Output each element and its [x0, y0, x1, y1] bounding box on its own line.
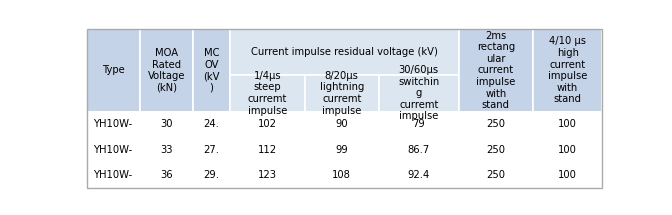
Text: 33: 33: [160, 145, 173, 155]
Bar: [533, 163, 602, 188]
Text: 36: 36: [160, 170, 173, 180]
Bar: [304, 75, 379, 112]
Text: 250: 250: [487, 170, 505, 180]
Bar: [379, 112, 459, 137]
Bar: [533, 29, 602, 112]
Text: 100: 100: [558, 120, 577, 129]
Text: Type: Type: [101, 65, 124, 75]
Text: 8/20μs
lightning
curremt
impulse: 8/20μs lightning curremt impulse: [320, 71, 364, 115]
Bar: [379, 137, 459, 163]
Text: 100: 100: [558, 145, 577, 155]
Bar: [87, 29, 140, 112]
Bar: [230, 163, 304, 188]
Text: YH10W-: YH10W-: [93, 145, 133, 155]
Bar: [87, 163, 140, 188]
Bar: [193, 29, 230, 112]
Bar: [533, 137, 602, 163]
Text: 90: 90: [335, 120, 348, 129]
Text: 1/4μs
steep
curremt
impulse: 1/4μs steep curremt impulse: [248, 71, 287, 115]
Bar: [304, 163, 379, 188]
Bar: [533, 112, 602, 137]
Text: Current impulse residual voltage (kV): Current impulse residual voltage (kV): [251, 47, 438, 57]
Bar: [230, 29, 459, 75]
Bar: [140, 137, 193, 163]
Text: 4/10 μs
high
current
impulse
with
stand: 4/10 μs high current impulse with stand: [548, 36, 587, 104]
Bar: [304, 112, 379, 137]
Bar: [230, 137, 304, 163]
Text: 100: 100: [558, 170, 577, 180]
Text: 30/60μs
switchin
g
curremt
impulse: 30/60μs switchin g curremt impulse: [398, 65, 439, 121]
Bar: [193, 163, 230, 188]
Bar: [304, 137, 379, 163]
Text: 27.: 27.: [204, 145, 220, 155]
Bar: [193, 112, 230, 137]
Text: 99: 99: [335, 145, 348, 155]
Text: MOA
Rated
Voltage
(kN): MOA Rated Voltage (kN): [148, 48, 185, 93]
Text: 123: 123: [258, 170, 277, 180]
Text: 29.: 29.: [204, 170, 220, 180]
Text: YH10W-: YH10W-: [93, 120, 133, 129]
Text: MC
OV
(kV
): MC OV (kV ): [203, 48, 220, 93]
Text: YH10W-: YH10W-: [93, 170, 133, 180]
Bar: [140, 29, 193, 112]
Bar: [459, 29, 533, 112]
Text: 112: 112: [258, 145, 277, 155]
Bar: [459, 137, 533, 163]
Bar: [230, 75, 304, 112]
Text: 79: 79: [413, 120, 425, 129]
Bar: [193, 137, 230, 163]
Bar: [379, 75, 459, 112]
Text: 24.: 24.: [204, 120, 220, 129]
Bar: [140, 112, 193, 137]
Bar: [379, 163, 459, 188]
Text: 108: 108: [333, 170, 351, 180]
Bar: [459, 112, 533, 137]
Text: 250: 250: [487, 120, 505, 129]
Text: 250: 250: [487, 145, 505, 155]
Text: 30: 30: [160, 120, 173, 129]
Text: 102: 102: [258, 120, 277, 129]
Text: 92.4: 92.4: [408, 170, 430, 180]
Bar: [140, 163, 193, 188]
Bar: [459, 163, 533, 188]
Text: 86.7: 86.7: [408, 145, 430, 155]
Text: 2ms
rectang
ular
current
impulse
with
stand: 2ms rectang ular current impulse with st…: [476, 31, 515, 110]
Bar: [87, 112, 140, 137]
Bar: [87, 137, 140, 163]
Bar: [230, 112, 304, 137]
